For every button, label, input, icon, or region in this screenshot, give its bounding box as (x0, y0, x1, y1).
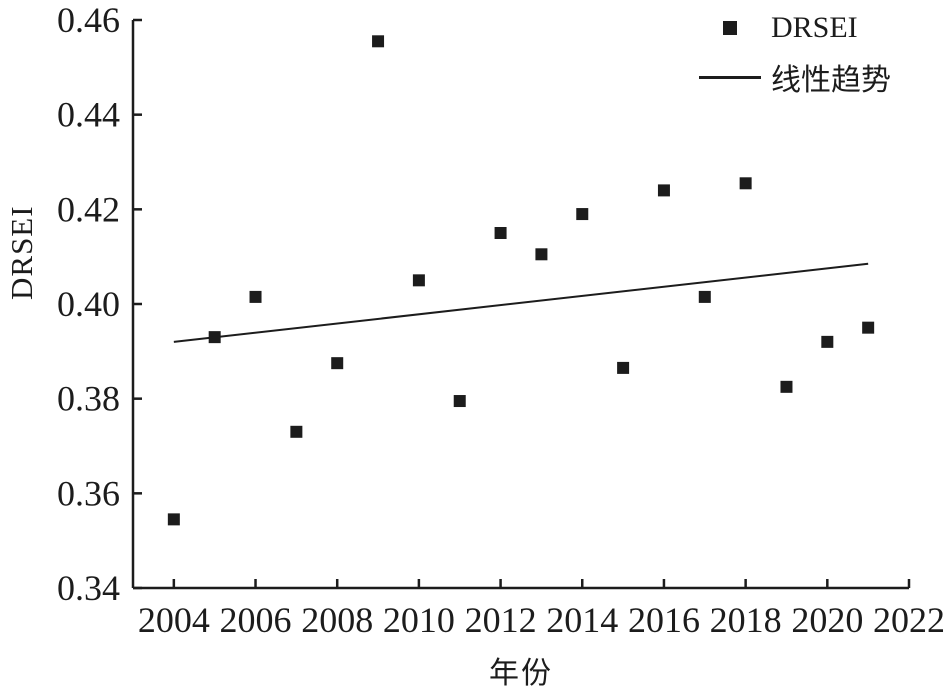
data-point (576, 208, 589, 221)
y-tick-label: 0.38 (57, 379, 120, 419)
data-point (167, 513, 180, 526)
trend-line (173, 262, 869, 343)
legend-marker-box (697, 75, 763, 79)
x-tick-label: 2006 (220, 600, 292, 640)
x-tick-label: 2018 (710, 600, 782, 640)
y-tick-label: 0.46 (57, 0, 120, 40)
data-point (617, 361, 630, 374)
x-tick-label: 2004 (138, 600, 210, 640)
x-tick-label: 2016 (628, 600, 700, 640)
x-tick-label: 2014 (546, 600, 618, 640)
y-tick-label: 0.36 (57, 473, 120, 513)
x-tick-label: 2022 (873, 600, 944, 640)
x-tick-label: 2008 (301, 600, 373, 640)
data-point (535, 248, 548, 261)
x-tick-label: 2010 (383, 600, 455, 640)
data-point (780, 380, 793, 393)
line-marker-icon (699, 75, 761, 79)
data-point (821, 335, 834, 348)
x-tick-label: 2012 (465, 600, 537, 640)
y-tick-label: 0.34 (57, 568, 120, 608)
y-axis-title: DRSEI (4, 205, 39, 300)
data-point (331, 357, 344, 370)
legend-label-drsei: DRSEI (771, 11, 858, 44)
data-point (739, 177, 752, 190)
legend-label-trend: 线性趋势 (771, 64, 891, 97)
data-point (249, 290, 262, 303)
legend-item-drsei: DRSEI (697, 6, 891, 50)
data-point (698, 290, 711, 303)
data-point (862, 321, 875, 334)
data-point (412, 274, 425, 287)
y-tick-label: 0.44 (57, 95, 120, 135)
legend-marker-box (697, 21, 763, 35)
y-tick-label: 0.40 (57, 284, 120, 324)
x-axis-title: 年份 (489, 657, 553, 690)
x-tick-label: 2020 (791, 600, 863, 640)
data-point (290, 425, 303, 438)
data-point (453, 395, 466, 408)
data-point (657, 184, 670, 197)
data-point (372, 35, 385, 48)
square-marker-icon (723, 21, 737, 35)
y-tick-label: 0.42 (57, 189, 120, 229)
data-point (494, 227, 507, 239)
legend: DRSEI 线性趋势 (697, 6, 891, 99)
legend-item-trend: 线性趋势 (697, 55, 891, 99)
